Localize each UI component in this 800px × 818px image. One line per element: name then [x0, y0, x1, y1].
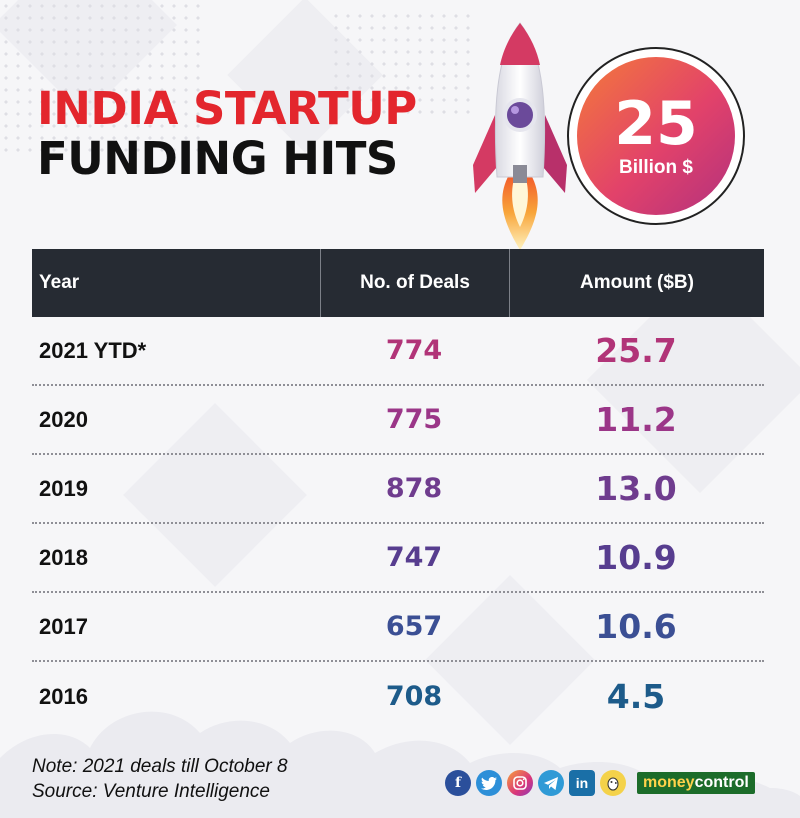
year-cell: 2016: [39, 683, 88, 709]
page-title: INDIA STARTUP FUNDING HITS: [37, 84, 417, 184]
year-cell: 2021 YTD*: [39, 337, 147, 363]
table-row: 2020 775 11.2: [32, 386, 764, 455]
instagram-icon[interactable]: [507, 770, 533, 796]
moneycontrol-logo: moneycontrol: [637, 772, 755, 794]
source-credit: Source: Venture Intelligence: [32, 781, 271, 802]
amount-cell: 25.7: [595, 331, 677, 370]
table-header: Year No. of Deals Amount ($B): [32, 249, 764, 317]
badge-unit: Billion $: [619, 157, 693, 178]
column-header-amount: Amount ($B): [509, 249, 764, 317]
cloud-decoration: [0, 711, 800, 818]
deals-cell: 774: [385, 335, 443, 366]
rocket-icon: [473, 22, 567, 250]
table-row: 2018 747 10.9: [32, 524, 764, 593]
amount-cell: 10.9: [595, 538, 677, 577]
table-body: 2021 YTD* 774 25.7 2020 775 11.2 2019 87…: [32, 317, 764, 731]
amount-cell: 13.0: [595, 469, 677, 508]
year-cell: 2018: [39, 544, 88, 570]
year-cell: 2020: [39, 406, 88, 432]
footer-notes: Note: 2021 deals till October 8 Source: …: [32, 754, 288, 804]
deals-cell: 747: [385, 542, 443, 573]
column-header-year: Year: [39, 272, 80, 293]
column-header-deals: No. of Deals: [320, 249, 509, 317]
amount-cell: 10.6: [595, 607, 677, 646]
amount-cell: 11.2: [595, 400, 677, 439]
telegram-icon[interactable]: [538, 770, 564, 796]
year-cell: 2019: [39, 475, 88, 501]
table-row: 2016 708 4.5: [32, 662, 764, 731]
year-cell: 2017: [39, 613, 88, 639]
badge-value: 25: [614, 89, 698, 159]
linkedin-icon[interactable]: in: [569, 770, 595, 796]
social-links: f in moneycontrol: [445, 770, 755, 796]
deals-cell: 657: [385, 611, 443, 642]
koo-icon[interactable]: [600, 770, 626, 796]
title-line-1: INDIA STARTUP: [37, 82, 417, 135]
footnote: Note: 2021 deals till October 8: [32, 756, 288, 777]
table-row: 2017 657 10.6: [32, 593, 764, 662]
deals-cell: 775: [385, 404, 443, 435]
title-line-2: FUNDING HITS: [37, 132, 398, 185]
table-row: 2019 878 13.0: [32, 455, 764, 524]
funding-total-badge: 25 Billion $: [567, 47, 745, 225]
deals-cell: 708: [385, 681, 443, 712]
facebook-icon[interactable]: f: [445, 770, 471, 796]
deals-cell: 878: [385, 473, 443, 504]
twitter-icon[interactable]: [476, 770, 502, 796]
funding-table: Year No. of Deals Amount ($B) 2021 YTD* …: [32, 249, 764, 731]
table-row: 2021 YTD* 774 25.7: [32, 317, 764, 386]
amount-cell: 4.5: [606, 677, 666, 716]
